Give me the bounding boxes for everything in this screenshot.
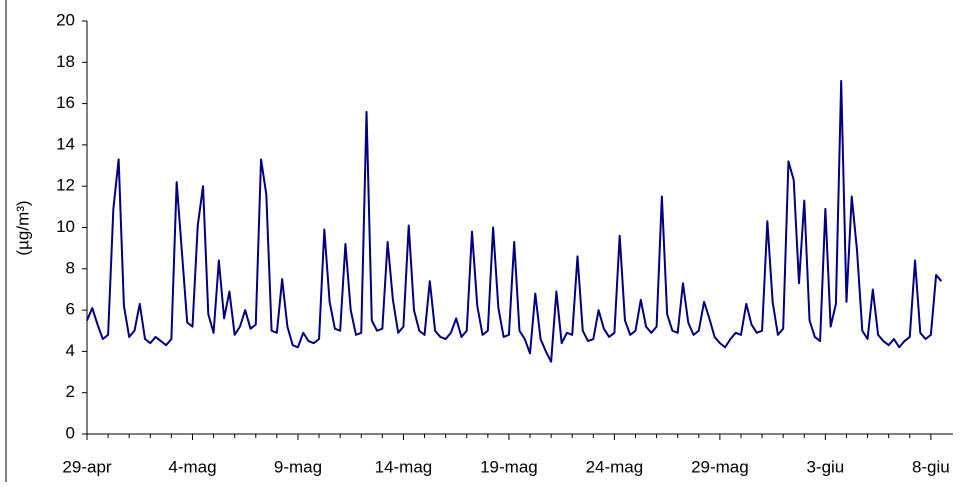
x-tick-label: 29-mag [691,457,749,476]
y-tick-label: 0 [66,423,75,442]
data-line [86,79,943,363]
x-tick-label: 19-mag [480,457,538,476]
y-tick-label: 16 [56,93,75,112]
y-tick-label: 2 [66,382,75,401]
y-tick-label: 6 [66,300,75,319]
y-axis-title: (µg/m³) [13,200,32,255]
x-tick-label: 9-mag [274,457,322,476]
x-tick-label: 3-giu [806,457,844,476]
x-tick-label: 4-mag [168,457,216,476]
x-tick-label: 24-mag [586,457,644,476]
y-tick-label: 12 [56,176,75,195]
x-tick-label: 8-giu [912,457,950,476]
y-tick-label: 14 [56,134,75,153]
y-tick-label: 4 [66,341,75,360]
x-tick-label: 14-mag [375,457,433,476]
y-tick-label: 8 [66,258,75,277]
y-tick-label: 10 [56,217,75,236]
y-tick-label: 18 [56,52,75,71]
x-tick-label: 29-apr [62,457,111,476]
y-tick-label: 20 [56,10,75,29]
